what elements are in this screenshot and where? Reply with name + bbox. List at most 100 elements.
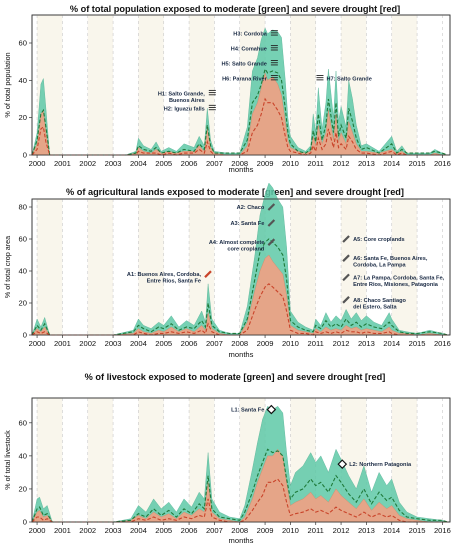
y-tick-label: 20 (19, 484, 27, 493)
annotation: A3: Santa Fe (230, 219, 276, 227)
x-tick-label: 2014 (383, 339, 400, 348)
x-tick-label: 2005 (155, 526, 172, 535)
diamond-marker-icon (337, 459, 348, 469)
year-band (87, 199, 114, 335)
x-tick-label: 2002 (79, 339, 96, 348)
annotation: A7: La Pampa, Cordoba, Santa Fe,Entre Ri… (342, 273, 445, 288)
annotation-label: A8: Chaco Santiago (353, 298, 406, 304)
year-band (391, 199, 418, 335)
x-axis-label: months (229, 350, 254, 359)
x-tick-label: 2009 (257, 339, 274, 348)
x-tick-label: 2007 (206, 339, 223, 348)
annotation: A2: Chaco (237, 203, 276, 211)
x-tick-label: 2004 (130, 159, 147, 168)
moderate-area (31, 182, 448, 336)
year-band (87, 15, 114, 155)
x-tick-label: 2013 (358, 339, 375, 348)
moderate-mean-line (31, 238, 448, 336)
x-tick-label: 2011 (308, 339, 324, 348)
annotation: H7: Salto Grande (316, 75, 372, 82)
annotation-label: A5: Core croplands (353, 237, 405, 243)
y-axis-label: % of total population (3, 52, 12, 117)
x-tick-label: 2000 (29, 526, 46, 535)
annotation-label: A7: La Pampa, Cordoba, Santa Fe, (353, 275, 445, 281)
chart-panel-3: % of livestock exposed to moderate [gree… (3, 372, 451, 545)
x-axis-label: months (229, 165, 254, 174)
moderate-area (31, 27, 448, 156)
x-tick-label: 2014 (383, 159, 400, 168)
year-band (189, 15, 215, 155)
annotation-label: A3: Santa Fe (230, 221, 264, 227)
x-tick-label: 2007 (206, 159, 223, 168)
x-tick-label: 2008 (231, 526, 248, 535)
x-tick-label: 2016 (434, 526, 451, 535)
severe-mean-line (31, 97, 448, 156)
x-tick-label: 2004 (130, 339, 147, 348)
severe-mean-line (31, 478, 448, 523)
annotation-label: H5: Salto Grande (221, 62, 266, 68)
year-band (87, 398, 114, 522)
x-tick-label: 2001 (54, 526, 71, 535)
severe-area (31, 254, 448, 336)
chart-title: % of total population exposed to moderat… (70, 4, 400, 14)
year-band (37, 398, 63, 522)
x-tick-label: 2004 (130, 526, 147, 535)
year-band (138, 199, 164, 335)
slash-marker-icon (342, 273, 350, 282)
y-axis-label: % of total livestock (3, 430, 12, 490)
x-tick-label: 2002 (79, 526, 96, 535)
annotation: A6: Santa Fe, Buenos Aires,Cordoba, La P… (342, 254, 428, 269)
annotation-label: A1: Buenos Aires, Cordoba, (127, 272, 202, 278)
x-tick-label: 2010 (282, 159, 299, 168)
annotation-label-line2: Entre Rios, Misiones, Patagonia (353, 282, 439, 288)
annotation: A5: Core croplands (342, 235, 405, 243)
x-tick-label: 2012 (333, 159, 350, 168)
moderate-mean-line (31, 448, 448, 523)
x-tick-label: 2005 (155, 159, 172, 168)
annotation-label-line2: core cropland (227, 247, 265, 253)
year-band (290, 15, 316, 155)
chart-panel-2: % of agricultural lands exposed to moder… (3, 182, 451, 359)
annotation: H5: Salto Grande (221, 60, 278, 68)
red-slash-marker-icon (204, 270, 212, 278)
x-tick-label: 2000 (29, 159, 46, 168)
chart-title: % of agricultural lands exposed to moder… (66, 187, 404, 197)
x-tick-label: 2007 (206, 526, 223, 535)
y-tick-label: 60 (19, 235, 27, 244)
annotation-label: A2: Chaco (237, 205, 265, 211)
x-tick-label: 2015 (409, 526, 426, 535)
annotation: A1: Buenos Aires, Cordoba,Entre Rios, Sa… (127, 270, 212, 285)
y-tick-label: 0 (23, 518, 27, 527)
x-tick-label: 2016 (434, 339, 451, 348)
moderate-mean-line (31, 67, 448, 156)
x-tick-label: 2008 (231, 339, 248, 348)
y-axis-label: % of total crop area (3, 236, 12, 298)
annotation-label: H2: Iguazu falls (164, 106, 205, 112)
y-tick-label: 80 (19, 203, 27, 212)
annotation-label: H6: Parana River (222, 76, 268, 82)
slash-marker-icon (342, 296, 350, 304)
x-tick-label: 2013 (358, 159, 375, 168)
plot-border (31, 14, 451, 156)
x-tick-label: 2003 (105, 159, 122, 168)
x-tick-label: 2002 (79, 159, 96, 168)
annotation: H2: Iguazu falls (164, 104, 216, 112)
slash-marker-icon (342, 235, 350, 243)
slash-marker-icon (267, 238, 276, 246)
annotation-label: A4: Almost complete (209, 240, 264, 246)
x-tick-label: 2010 (282, 339, 299, 348)
year-band (138, 15, 164, 155)
x-tick-label: 2003 (105, 526, 122, 535)
x-tick-label: 2006 (181, 159, 198, 168)
y-tick-label: 40 (19, 451, 27, 460)
year-band (290, 199, 316, 335)
plot-border (31, 397, 451, 523)
x-tick-label: 2003 (105, 339, 122, 348)
annotation: H6: Parana River (222, 75, 278, 82)
x-tick-label: 2009 (257, 159, 274, 168)
annotation-label-line2: Buenos Aires (169, 98, 205, 104)
y-tick-label: 60 (19, 39, 27, 48)
